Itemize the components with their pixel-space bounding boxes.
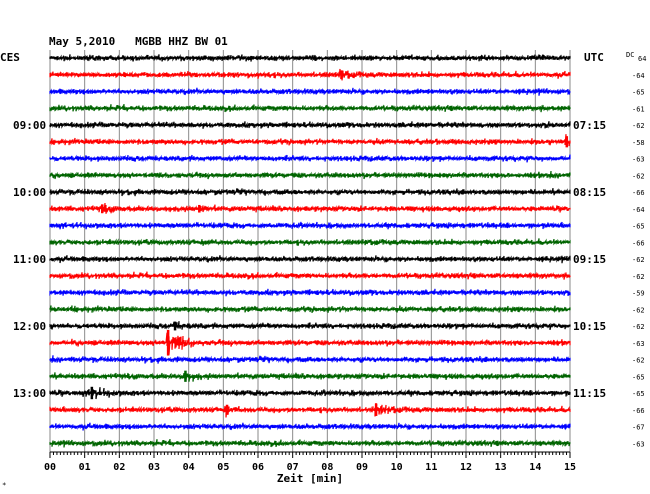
trace-15: [49, 305, 571, 314]
x-tick-label: 08: [321, 462, 333, 473]
left-hour-label: 13:00: [13, 387, 46, 400]
dc-value-13: -62: [632, 273, 645, 281]
right-hour-label: 10:15: [573, 320, 606, 333]
event-marker-8: [225, 404, 229, 415]
trace-2: [49, 87, 571, 96]
trace-20: [49, 387, 571, 400]
dc-value-6: -63: [632, 156, 645, 164]
dc-value-7: -62: [632, 172, 645, 180]
event-marker-1: [565, 136, 569, 148]
left-hour-label: 12:00: [13, 320, 46, 333]
right-timezone-label: UTC: [584, 51, 604, 64]
dc-value-22: -67: [632, 424, 645, 432]
trace-12: [49, 255, 571, 264]
event-marker-3: [198, 204, 201, 213]
right-hour-label: 11:15: [573, 387, 606, 400]
left-hour-label: 09:00: [13, 119, 46, 132]
dc-value-18: -62: [632, 357, 645, 365]
left-timezone-label: CES: [0, 51, 20, 64]
trace-5: [49, 134, 571, 147]
dc-value-11: -66: [632, 239, 645, 247]
dc-value-15: -62: [632, 306, 645, 314]
x-tick-label: 04: [183, 462, 195, 473]
x-tick-label: 03: [148, 462, 160, 473]
dc-value-17: -63: [632, 340, 645, 348]
dc-value-16: -62: [632, 323, 645, 331]
trace-group: [49, 54, 571, 448]
trace-23: [49, 438, 571, 448]
dc-value-1: -64: [632, 72, 645, 80]
dc-value-4: -62: [632, 122, 645, 130]
dc-value-9: -64: [632, 206, 645, 214]
trace-10: [49, 221, 571, 230]
right-hour-label: 07:15: [573, 119, 606, 132]
trace-3: [49, 103, 571, 113]
dc-value-20: -65: [632, 390, 645, 398]
x-axis: 00 01 02 03 04 05 06 07 08 09 10 11 12 13 14 15: [44, 451, 576, 473]
grid-lines: [49, 50, 571, 452]
x-tick-label: 15: [564, 462, 576, 473]
label-group: May 5,2010 MGBB HHZ BW 01 CES UTC DC Zei…: [0, 35, 646, 488]
event-marker-6: [184, 370, 187, 382]
x-tick-label: 10: [391, 462, 403, 473]
left-hour-label: 11:00: [13, 253, 46, 266]
right-hour-label: 08:15: [573, 186, 606, 199]
trace-11: [49, 238, 571, 247]
trace-9: [49, 202, 571, 214]
trace-21: [49, 402, 571, 418]
dc-header-label: DC: [626, 51, 634, 59]
corner-mark: ∗: [2, 480, 6, 488]
dc-value-21: -66: [632, 407, 645, 415]
trace-17: [49, 332, 571, 355]
x-tick-label: 01: [79, 462, 91, 473]
trace-1: [49, 68, 571, 81]
dc-value-0: 64: [638, 55, 646, 63]
dc-value-3: -61: [632, 105, 645, 113]
trace-0: [49, 54, 571, 62]
trace-16: [49, 321, 571, 331]
x-tick-label: 09: [356, 462, 368, 473]
x-tick-label: 11: [425, 462, 437, 473]
dc-value-10: -65: [632, 223, 645, 231]
trace-18: [49, 355, 571, 364]
x-axis-label: Zeit [min]: [277, 472, 343, 485]
x-tick-label: 07: [287, 462, 299, 473]
right-hour-label: 09:15: [573, 253, 606, 266]
x-tick-label: 13: [495, 462, 507, 473]
trace-4: [49, 121, 571, 129]
x-tick-label: 05: [217, 462, 229, 473]
x-tick-label: 00: [44, 462, 56, 473]
event-marker-4: [173, 321, 177, 331]
dc-value-8: -66: [632, 189, 645, 197]
dc-value-12: -62: [632, 256, 645, 264]
dc-value-23: -63: [632, 440, 645, 448]
chart-title: May 5,2010 MGBB HHZ BW 01: [49, 35, 228, 48]
event-marker-5: [166, 329, 170, 356]
trace-7: [49, 170, 571, 180]
dc-value-5: -58: [632, 139, 645, 147]
event-marker-2: [101, 204, 104, 214]
x-tick-label: 12: [460, 462, 472, 473]
event-marker-9: [374, 403, 378, 416]
trace-14: [49, 288, 571, 297]
trace-8: [49, 188, 571, 197]
trace-6: [49, 154, 571, 163]
dc-value-2: -65: [632, 89, 645, 97]
x-tick-label: 06: [252, 462, 264, 473]
event-marker-0: [340, 70, 343, 80]
event-marker-7: [90, 386, 94, 400]
left-hour-label: 10:00: [13, 186, 46, 199]
dc-value-14: -59: [632, 290, 645, 298]
x-tick-label: 02: [113, 462, 125, 473]
dc-value-19: -65: [632, 373, 645, 381]
trace-13: [49, 271, 571, 280]
x-tick-label: 14: [529, 462, 541, 473]
trace-19: [49, 372, 571, 382]
trace-22: [49, 422, 571, 431]
